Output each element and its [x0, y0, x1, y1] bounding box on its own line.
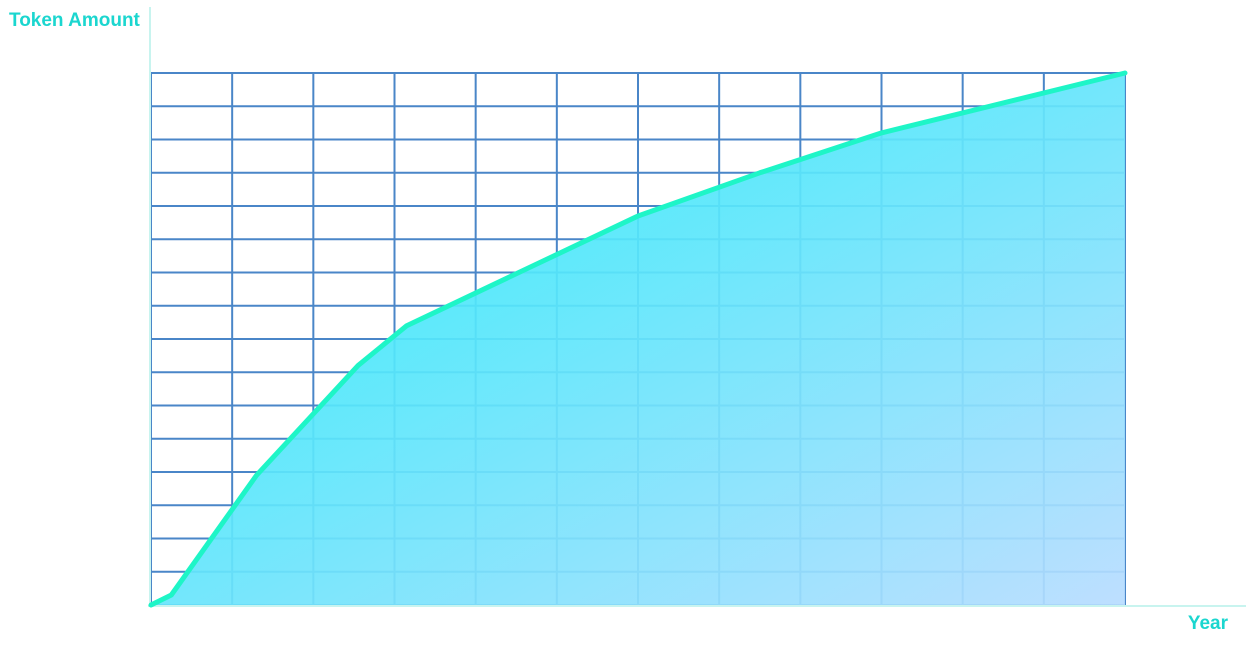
- series-line: [148, 70, 1128, 608]
- line-layer: [148, 70, 1128, 608]
- y-axis-title: Token Amount: [9, 10, 140, 31]
- x-axis-title: Year: [1187, 613, 1228, 634]
- area-fill: [151, 73, 1125, 605]
- axis-layer: [148, 7, 1246, 607]
- area-layer: [151, 73, 1125, 605]
